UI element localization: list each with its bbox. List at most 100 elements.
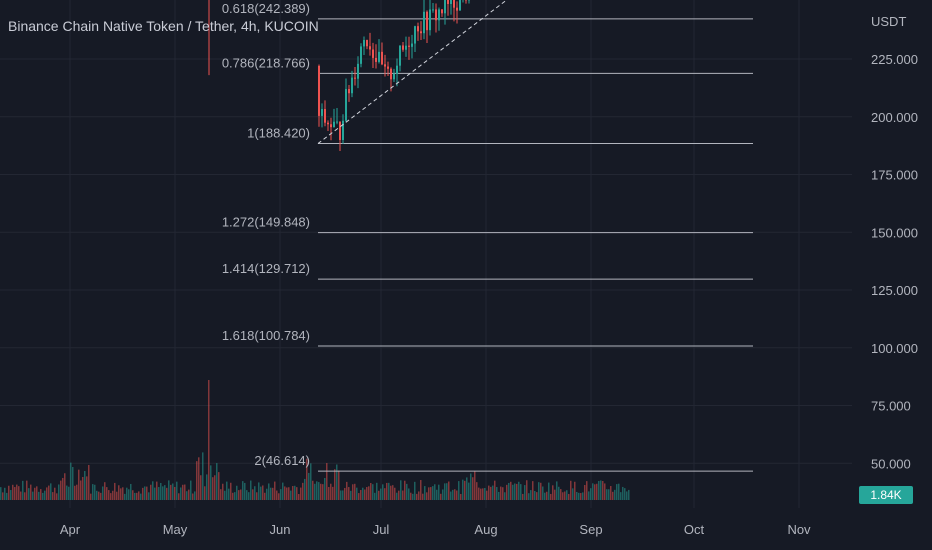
candle-body (354, 77, 356, 79)
volume-bar (144, 486, 146, 500)
volume-bar (508, 482, 510, 500)
volume-bar (516, 483, 518, 500)
volume-bar (8, 485, 10, 500)
volume-bar (356, 487, 358, 500)
volume-bar (346, 481, 348, 500)
candle-body (444, 0, 446, 14)
volume-bar (490, 486, 492, 500)
price-axis[interactable]: USDT 225.000 200.000 175.000 150.000 125.000 1… (871, 14, 918, 471)
volume-bar (458, 481, 460, 500)
volume-bar (268, 483, 270, 500)
volume-bar (22, 480, 24, 500)
volume-bar (462, 479, 464, 500)
candle-body (402, 45, 404, 50)
candle-body (399, 45, 401, 66)
volume-bar (66, 485, 68, 500)
price-tick-label: 50.000 (871, 456, 911, 471)
volume-bar (16, 484, 18, 500)
volume-bar (394, 487, 396, 500)
volume-bar (30, 484, 32, 500)
volume-bar (550, 493, 552, 500)
volume-bar (312, 480, 314, 500)
volume-bar (104, 482, 106, 500)
volume-bar (92, 484, 94, 500)
volume-bar (218, 472, 220, 500)
trendline[interactable] (317, 0, 506, 144)
volume-bar (208, 380, 210, 500)
volume-bar (294, 485, 296, 500)
grid (0, 0, 852, 508)
volume-bar (496, 486, 498, 500)
volume-bar (140, 493, 142, 500)
time-tick-label: Jun (270, 522, 291, 537)
volume-bar (354, 483, 356, 500)
volume-bar (236, 485, 238, 500)
volume-bar (94, 484, 96, 500)
volume-bar (416, 493, 418, 500)
volume-bar (28, 488, 30, 500)
volume-bar (620, 492, 622, 500)
volume-bar (78, 469, 80, 500)
volume-bar (612, 491, 614, 500)
volume-bar (44, 490, 46, 500)
volume-bar (198, 457, 200, 500)
price-tick-label: 175.000 (871, 168, 918, 183)
volume-bar (510, 481, 512, 500)
candle-body (429, 9, 431, 31)
volume-bar (484, 487, 486, 500)
volume-bar (162, 486, 164, 500)
volume-bar (206, 474, 208, 500)
volume-bar (562, 492, 564, 500)
volume-bar (252, 489, 254, 500)
candle-body (369, 46, 371, 50)
fib-label: 1.272(149.848) (222, 215, 310, 230)
volume-bar (306, 458, 308, 500)
volume-bar (318, 482, 320, 500)
volume-bar (568, 493, 570, 500)
volume-bar (576, 491, 578, 500)
volume-bar (186, 491, 188, 500)
candle-body (441, 9, 443, 14)
volume-bar (182, 484, 184, 500)
volume-bar (308, 472, 310, 500)
candle-body (435, 9, 437, 21)
volume-bar (622, 486, 624, 500)
volume-bar (598, 480, 600, 500)
volume-bar (556, 481, 558, 500)
volume-bar (222, 483, 224, 500)
volume-bar (528, 493, 530, 500)
volume-bar (274, 481, 276, 500)
volume-bar (376, 482, 378, 500)
volume-bar (602, 480, 604, 500)
volume-bar (442, 489, 444, 500)
volume-bar (422, 493, 424, 500)
volume-bar (526, 480, 528, 500)
volume-bar (520, 484, 522, 500)
volume-bar (164, 485, 166, 500)
volume-bar (628, 489, 630, 500)
volume-bar (180, 487, 182, 500)
volume-bar (364, 489, 366, 500)
volume-bar (432, 486, 434, 500)
volume-bar (480, 488, 482, 500)
volume-bar (48, 485, 50, 500)
volume-bar (560, 489, 562, 500)
volume-bar (276, 490, 278, 500)
volume-bar (544, 492, 546, 500)
volume-bar (254, 486, 256, 500)
volume-bar (112, 490, 114, 500)
volume-bar (224, 490, 226, 500)
volume-bar (610, 486, 612, 500)
candle-body (357, 63, 359, 79)
volume-bar (126, 487, 128, 500)
fibonacci-levels: 0.618(242.389) 0.786(218.766) 1(188.420) 1.… (222, 1, 753, 472)
candle-body (396, 65, 398, 74)
time-axis[interactable]: Apr May Jun Jul Aug Sep Oct Nov (60, 522, 811, 537)
volume-bar (446, 483, 448, 500)
candle-body (324, 109, 326, 123)
volume-bar (172, 483, 174, 500)
volume-bar (448, 481, 450, 500)
volume-bar (280, 489, 282, 500)
volume-bar (298, 493, 300, 500)
